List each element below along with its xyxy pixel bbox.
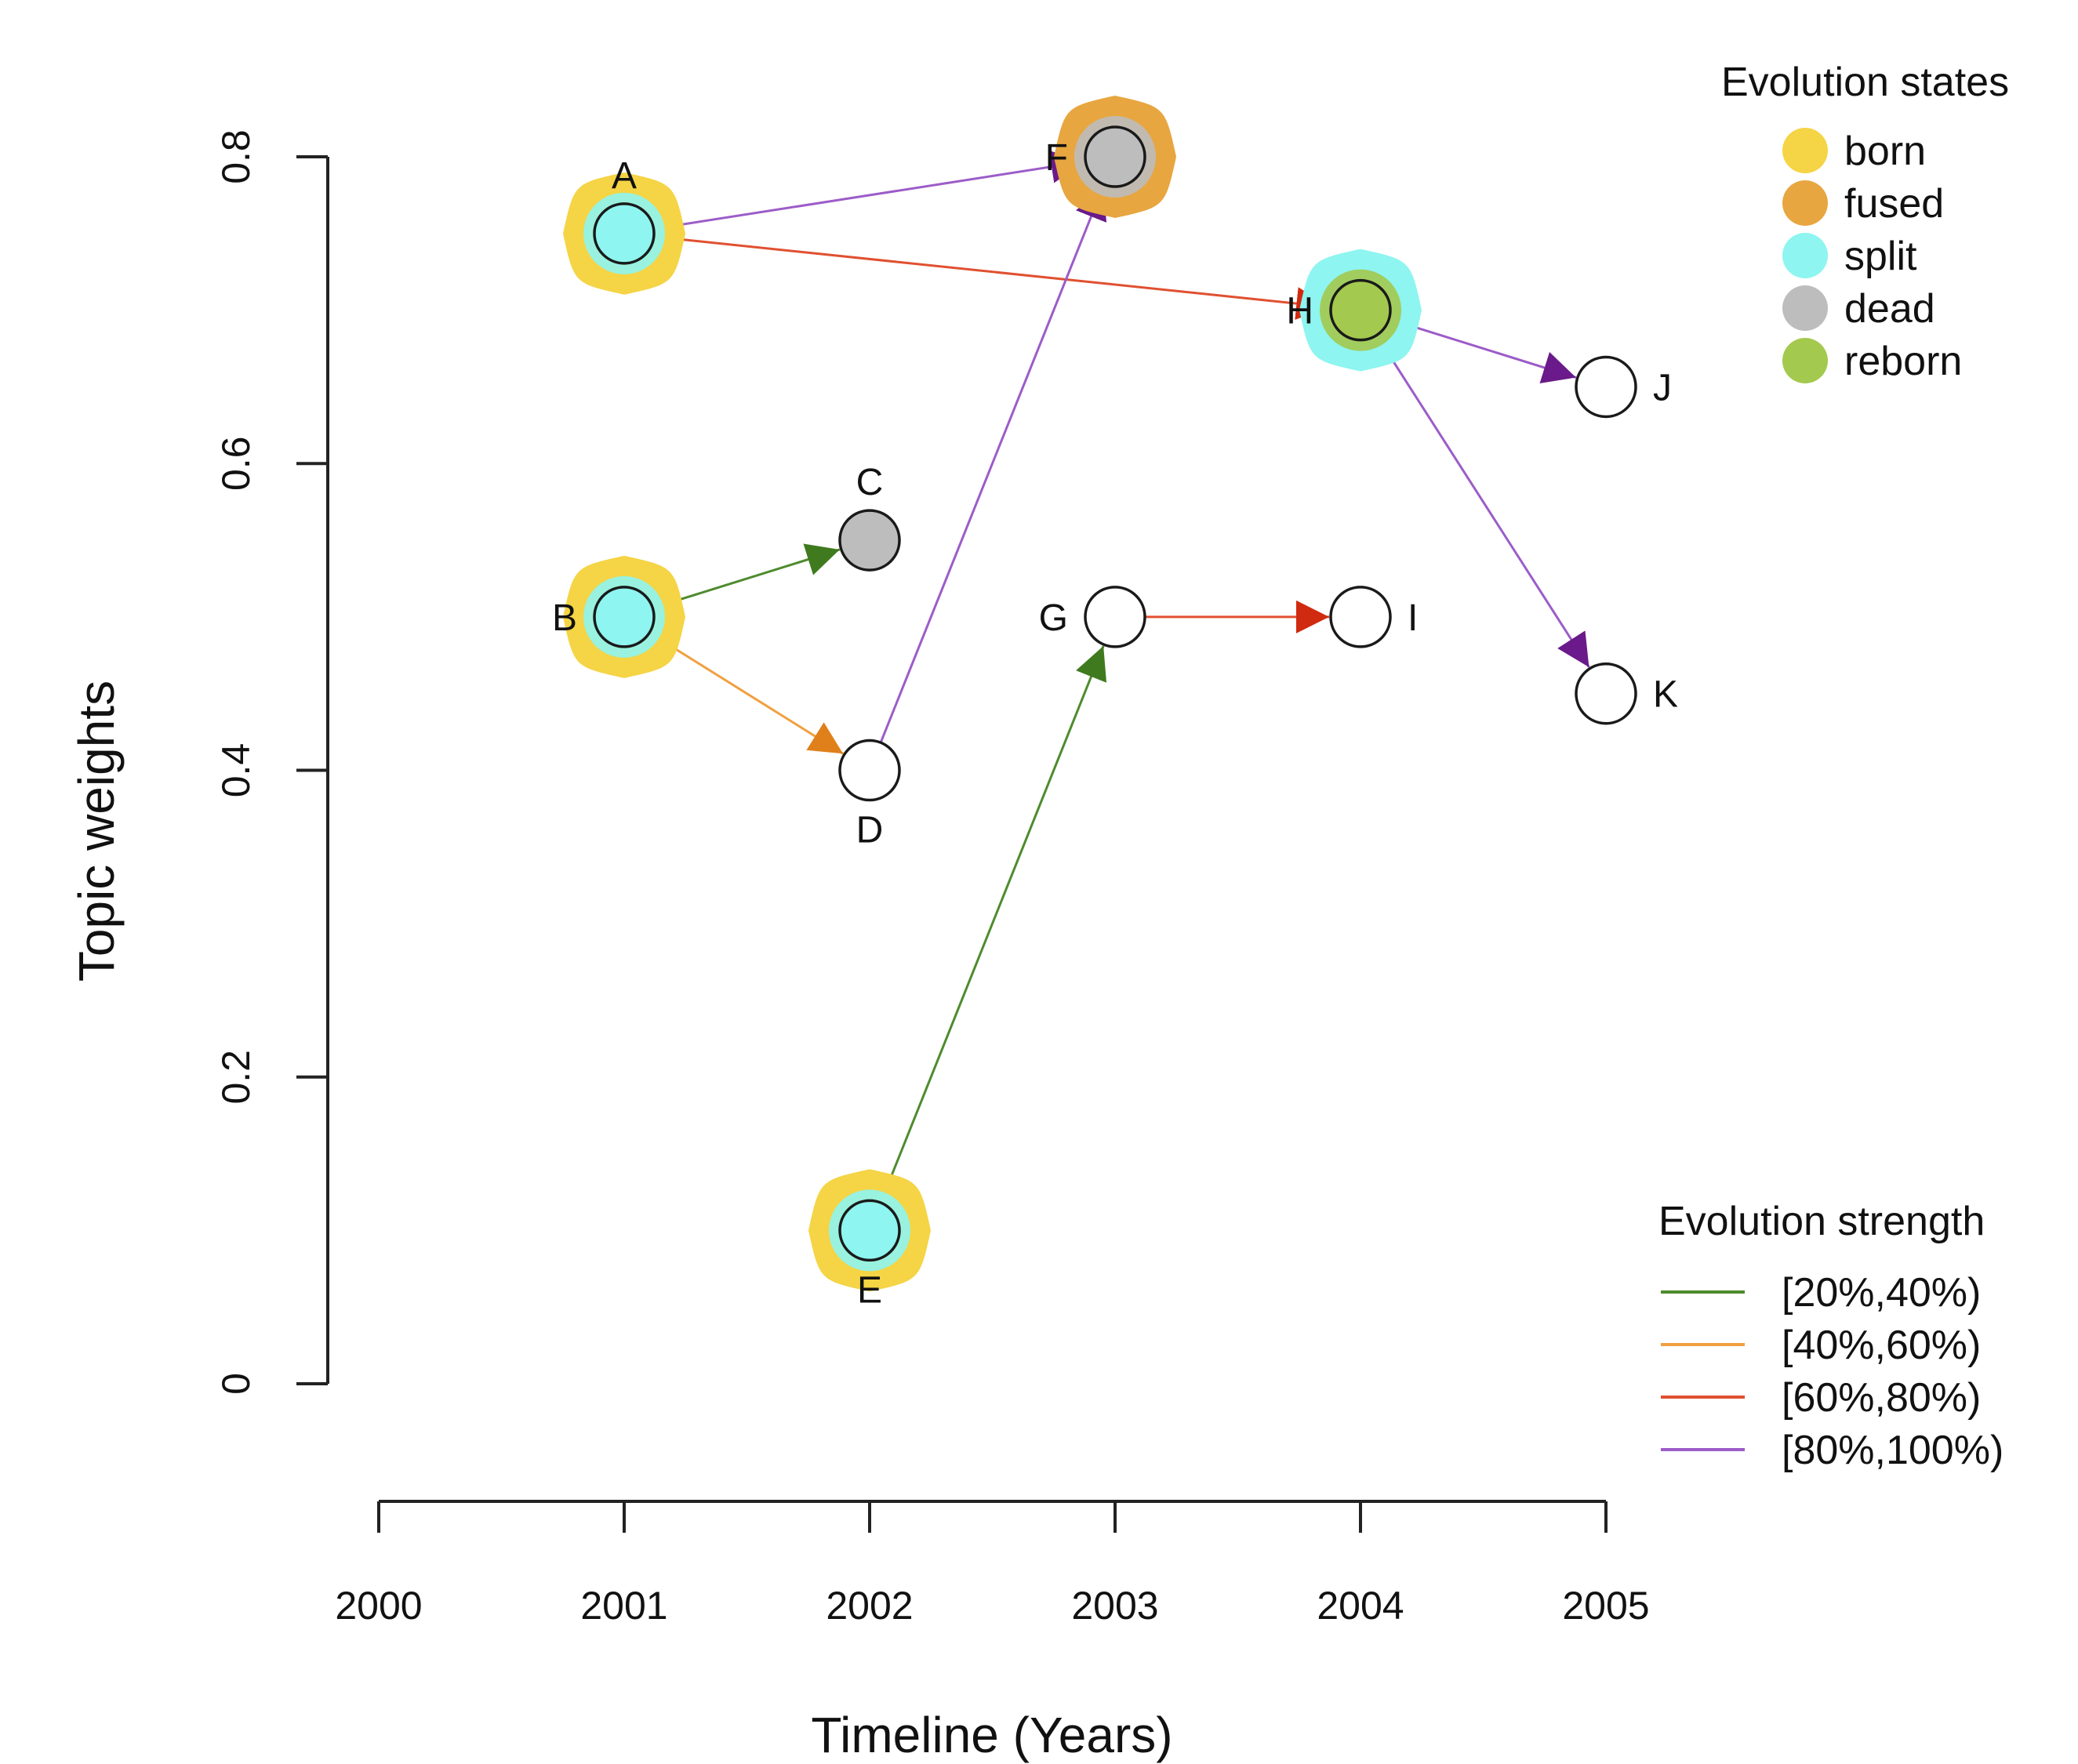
node-E: [838, 1199, 901, 1262]
node-label-I: I: [1408, 597, 1418, 639]
nodes: [563, 96, 1637, 1292]
node-label-C: C: [856, 462, 884, 503]
node-halos: [563, 96, 1422, 1292]
x-tick-label: 2002: [826, 1584, 913, 1628]
node-A: [593, 202, 656, 265]
node-B: [593, 586, 656, 648]
legend-swatch-born: [1782, 128, 1828, 173]
x-tick-label: 2005: [1562, 1584, 1649, 1628]
edge-D-F: [874, 185, 1107, 757]
x-tick-label: 2003: [1071, 1584, 1158, 1628]
y-tick-label: 0.2: [214, 1050, 258, 1105]
legend-strength-label: [20%,40%): [1782, 1270, 1981, 1316]
node-label-K: K: [1653, 674, 1678, 716]
legend-strength: Evolution strength [20%,40%) [40%,60%) [60…: [1658, 1199, 2004, 1473]
node-C: [838, 509, 901, 572]
edge-A-F: [639, 150, 1084, 233]
legend-label-split: split: [1844, 234, 1917, 279]
x-tick-label: 2004: [1317, 1584, 1404, 1628]
node-label-A: A: [612, 155, 637, 197]
node-F: [1084, 125, 1146, 188]
y-tick-label: 0.4: [214, 743, 258, 798]
legend-strength-label: [40%,60%): [1782, 1323, 1981, 1368]
axes: 0 0.2 0.4 0.6 0.8 2000 2001 2002 2003 2004 2005 T…: [68, 129, 1650, 1763]
y-ticks: 0 0.2 0.4 0.6 0.8: [214, 129, 328, 1395]
legend-swatch-reborn: [1782, 338, 1828, 383]
x-axis-title: Timeline (Years): [811, 1707, 1172, 1763]
node-H: [1329, 278, 1392, 342]
node-I: [1329, 586, 1392, 648]
node-label-F: F: [1045, 137, 1068, 179]
edges: [637, 150, 1590, 1217]
legend-strength-label: [80%,100%): [1782, 1428, 2004, 1473]
legend-states: Evolution states born fused split dead rebor…: [1721, 60, 2009, 384]
legend-strength-label: [60%,80%): [1782, 1375, 1981, 1421]
node-label-J: J: [1653, 367, 1672, 408]
node-label-B: B: [552, 597, 577, 639]
legend-swatch-dead: [1782, 285, 1828, 331]
node-K: [1575, 662, 1637, 725]
node-D: [838, 739, 901, 802]
legend-label-dead: dead: [1844, 286, 1935, 332]
node-label-G: G: [1039, 597, 1068, 639]
x-tick-label: 2000: [335, 1584, 422, 1628]
y-tick-label: 0.6: [214, 436, 258, 491]
edge-E-G: [874, 645, 1107, 1217]
y-tick-label: 0: [214, 1373, 258, 1395]
x-ticks: 2000 2001 2002 2003 2004 2005: [335, 1501, 1650, 1628]
legend-swatch-split: [1782, 233, 1828, 278]
legend-states-title: Evolution states: [1721, 60, 2009, 105]
node-J: [1575, 355, 1637, 419]
edge-A-H: [639, 234, 1330, 321]
node-label-H: H: [1286, 291, 1313, 332]
legend-label-reborn: reborn: [1844, 339, 1962, 384]
node-label-D: D: [856, 810, 884, 851]
legend-label-born: born: [1844, 129, 1926, 174]
legend-swatch-fused: [1782, 180, 1828, 226]
y-axis-title: Topic weights: [68, 681, 125, 982]
node-label-E: E: [857, 1269, 882, 1311]
node-G: [1084, 586, 1146, 648]
node-circles: [593, 125, 1637, 1262]
edge-H-K: [1368, 322, 1590, 668]
x-tick-label: 2001: [580, 1584, 667, 1628]
legend-label-fused: fused: [1844, 181, 1944, 227]
legend-strength-title: Evolution strength: [1658, 1199, 1985, 1244]
node-labels: A B C D E F G H I J K: [552, 137, 1678, 1311]
y-tick-label: 0.8: [214, 129, 258, 184]
